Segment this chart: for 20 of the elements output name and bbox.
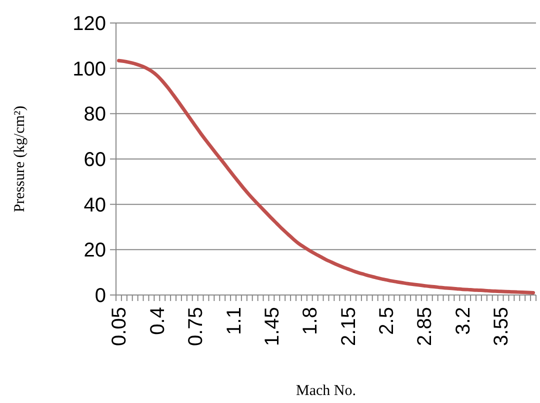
x-tick-label: 0.75 <box>185 307 208 346</box>
x-tick-label: 2.85 <box>414 307 436 346</box>
y-tick-label: 100 <box>72 58 106 80</box>
x-tick-label: 1.8 <box>300 307 322 335</box>
y-tick-label: 120 <box>72 13 106 35</box>
x-tick-label: 2.15 <box>338 307 360 346</box>
x-tick-label: 0.4 <box>146 307 169 335</box>
y-axis-title: Pressure (kg/cm²) <box>12 106 28 212</box>
x-tick-label: 2.5 <box>376 307 398 335</box>
y-tick-label: 0 <box>94 285 106 307</box>
x-tick-label: 0.05 <box>108 307 131 346</box>
y-tick-label: 80 <box>84 104 106 126</box>
y-tick-label: 60 <box>84 149 106 171</box>
x-tick-label: 1.45 <box>261 307 284 346</box>
y-tick-label: 20 <box>84 240 106 262</box>
x-tick-label: 3.2 <box>452 307 474 335</box>
x-tick-label: 1.1 <box>223 307 246 335</box>
x-tick-label: 3.55 <box>490 307 513 346</box>
y-tick-label: 40 <box>84 194 106 216</box>
x-axis-title: Mach No. <box>296 383 356 399</box>
